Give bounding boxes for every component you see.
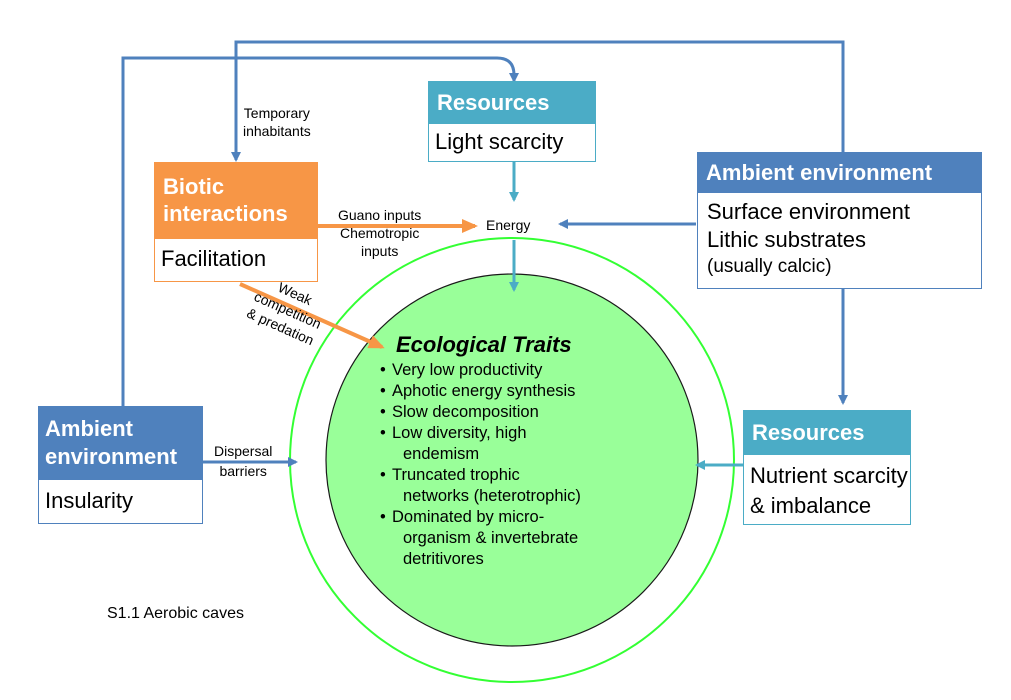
- resources-right-line-1: Nutrient scarcity: [750, 463, 908, 488]
- traits-list: Very low productivity Aphotic energy syn…: [380, 360, 680, 570]
- biotic-box: Biotic interactions Facilitation: [154, 162, 318, 282]
- ambient-left-body: Insularity: [39, 480, 202, 522]
- weak-competition-arrow: [239, 282, 385, 349]
- trait-item: Truncated trophic: [380, 465, 680, 486]
- trait-item-continued: endemism: [403, 445, 480, 463]
- trait-item: Dominated by micro-: [380, 507, 680, 528]
- ambient-left-header-line-1: Ambient: [45, 416, 133, 441]
- dispersal-label-line-2: barriers: [219, 463, 267, 479]
- guano-label-line-1: Guano inputs: [338, 207, 422, 223]
- energy-label: Energy: [486, 217, 531, 233]
- trait-item-continued: detritivores: [403, 550, 484, 568]
- temporary-label-line-1: Temporary: [243, 105, 310, 121]
- trait-item-continued: organism & invertebrate: [403, 529, 579, 547]
- traits-title: Ecological Traits: [396, 332, 572, 357]
- top-feedback-arrow-resources: [496, 56, 519, 83]
- guano-label-line-3: inputs: [360, 243, 399, 259]
- biotic-body: Facilitation: [155, 239, 317, 280]
- ambient-right-line-2: Lithic substrates: [707, 227, 866, 252]
- ambient-left-box: Ambient environment Insularity: [38, 406, 203, 524]
- biotic-header-line-1: Biotic: [163, 174, 225, 199]
- dispersal-barriers-label: Dispersal barriers: [214, 441, 272, 481]
- trait-item: Aphotic energy synthesis: [380, 381, 680, 402]
- resources-top-header: Resources: [429, 82, 595, 124]
- resources-right-box: Resources Nutrient scarcity & imbalance: [743, 410, 911, 525]
- guano-label: Guano inputs Chemotropic inputs: [338, 206, 421, 260]
- ambient-left-header: Ambient environment: [39, 407, 202, 480]
- ecological-traits: Ecological Traits Very low productivity …: [380, 332, 680, 570]
- temporary-label-line-2: inhabitants: [243, 123, 311, 139]
- trait-item-continued: networks (heterotrophic): [403, 487, 581, 505]
- ambient-right-line-1: Surface environment: [707, 199, 910, 224]
- ambient-right-body: Surface environment Lithic substrates (u…: [698, 193, 981, 280]
- figure-caption: S1.1 Aerobic caves: [107, 605, 244, 622]
- ambient-right-box: Ambient environment Surface environment …: [697, 152, 982, 289]
- resources-top-body: Light scarcity: [429, 124, 595, 160]
- ambient-left-header-line-2: environment: [45, 444, 178, 469]
- resources-right-header: Resources: [744, 411, 910, 455]
- biotic-header: Biotic interactions: [155, 163, 317, 239]
- ambient-right-line-3: (usually calcic): [707, 256, 832, 277]
- temporary-inhabitants-line: [231, 40, 845, 162]
- guano-label-line-2: Chemotropic: [339, 225, 420, 241]
- dispersal-label-line-1: Dispersal: [214, 443, 273, 459]
- biotic-header-line-2: interactions: [163, 201, 288, 226]
- resources-top-box: Resources Light scarcity: [428, 81, 596, 162]
- trait-item: Slow decomposition: [380, 402, 680, 423]
- trait-item: Very low productivity: [380, 360, 680, 381]
- trait-item: Low diversity, high: [380, 423, 680, 444]
- ambient-right-header: Ambient environment: [698, 153, 981, 193]
- resources-right-line-2: & imbalance: [750, 493, 872, 518]
- resources-right-body: Nutrient scarcity & imbalance: [744, 455, 910, 521]
- temporary-inhabitants-label: Temporary inhabitants: [243, 104, 311, 140]
- top-feedback-line: [121, 56, 497, 406]
